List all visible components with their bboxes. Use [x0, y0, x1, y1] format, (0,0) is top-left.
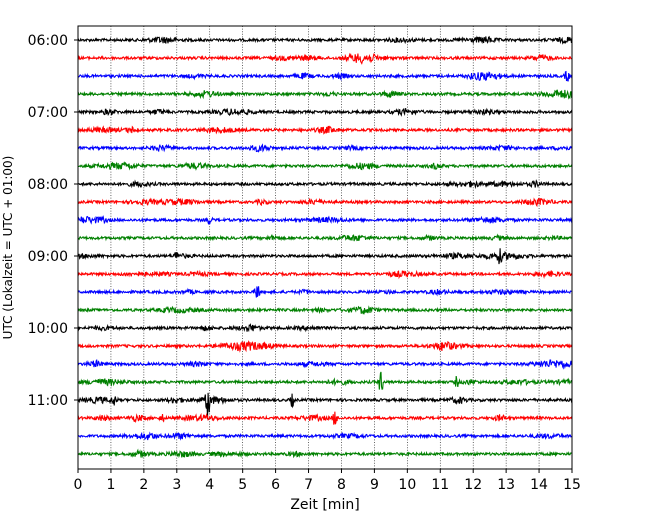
x-axis-ticks: 0 1 2 3 4 5 6 7 8 9 10 11 12 13 14 15	[74, 469, 581, 493]
seismic-trace	[77, 161, 573, 171]
x-tick-label: 6	[271, 477, 280, 493]
y-tick-label: 09:00	[28, 249, 68, 265]
y-tick-label: 07:00	[28, 105, 68, 121]
x-tick-label: 8	[337, 477, 346, 493]
seismic-trace	[77, 70, 573, 82]
y-tick-label: 11:00	[28, 393, 68, 409]
y-axis-ticks: 06:00 07:00 08:00 09:00 10:00 11:00	[28, 33, 78, 409]
x-tick-label: 10	[398, 477, 416, 493]
seismic-trace	[77, 286, 573, 298]
seismic-trace	[77, 107, 573, 117]
x-tick-label: 14	[530, 477, 548, 493]
seismic-trace	[77, 340, 573, 353]
seismic-trace	[77, 269, 573, 280]
x-tick-label: 0	[74, 477, 83, 493]
seismic-trace	[77, 35, 573, 45]
x-tick-label: 9	[370, 477, 379, 493]
x-tick-label: 2	[139, 477, 148, 493]
x-axis-label: Zeit [min]	[290, 497, 359, 513]
x-tick-label: 4	[205, 477, 214, 493]
y-tick-label: 10:00	[28, 321, 68, 337]
grid-lines	[110, 26, 540, 469]
x-tick-label: 5	[238, 477, 247, 493]
seismic-trace	[77, 248, 573, 265]
seismic-trace	[77, 323, 573, 333]
x-tick-label: 3	[172, 477, 181, 493]
seismic-trace	[78, 233, 573, 242]
seismic-trace	[77, 52, 573, 65]
x-tick-label: 11	[431, 477, 449, 493]
seismic-trace	[77, 411, 573, 425]
seismic-trace	[77, 89, 573, 100]
seismic-trace	[77, 358, 573, 370]
x-tick-label: 12	[464, 477, 482, 493]
y-tick-label: 08:00	[28, 177, 68, 193]
seismic-trace	[77, 305, 573, 315]
seismic-trace	[77, 179, 573, 190]
x-tick-label: 1	[106, 477, 115, 493]
x-tick-label: 15	[563, 477, 581, 493]
seismic-trace	[77, 371, 573, 390]
seismic-trace	[77, 214, 573, 225]
seismic-trace	[77, 392, 573, 420]
x-tick-label: 7	[304, 477, 313, 493]
plot-frame	[77, 25, 573, 470]
seismic-trace	[77, 197, 573, 208]
x-tick-label: 13	[497, 477, 515, 493]
seismic-trace	[77, 125, 573, 135]
y-axis-label: UTC (Lokalzeit = UTC + 01:00)	[1, 156, 15, 340]
seismic-traces	[77, 35, 573, 459]
seismic-trace	[77, 431, 573, 441]
seismic-trace	[77, 143, 573, 153]
seismic-trace	[77, 448, 573, 459]
y-tick-label: 06:00	[28, 33, 68, 49]
